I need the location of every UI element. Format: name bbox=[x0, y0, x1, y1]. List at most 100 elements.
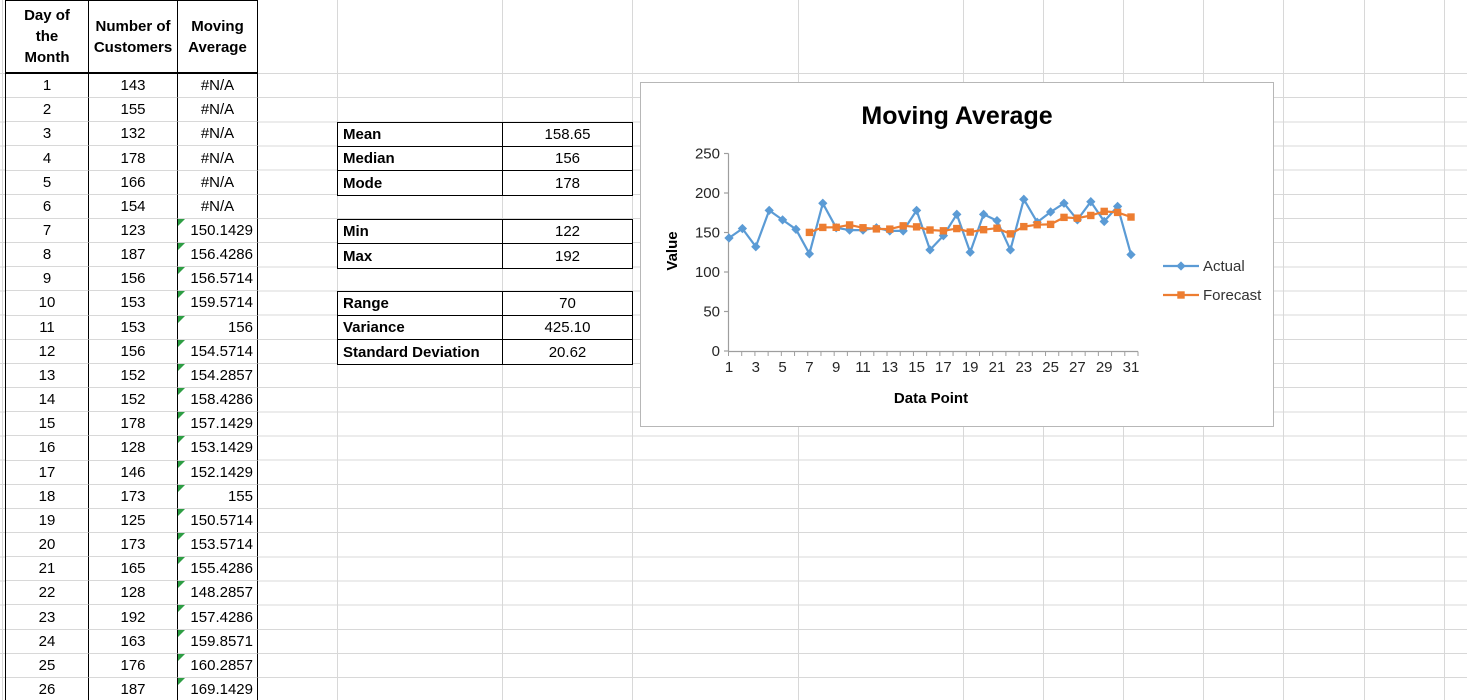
cell-customers[interactable]: 187 bbox=[89, 243, 178, 268]
cell-customers[interactable]: 156 bbox=[89, 267, 178, 292]
cell-day[interactable]: 6 bbox=[6, 194, 89, 219]
cell-day[interactable]: 8 bbox=[6, 243, 89, 268]
cell-customers[interactable]: 152 bbox=[89, 363, 178, 389]
column-header-day[interactable]: Day of the Month bbox=[6, 0, 89, 74]
stat-label[interactable]: Variance bbox=[338, 316, 503, 340]
stat-label[interactable]: Max bbox=[338, 244, 503, 269]
cell-customers[interactable]: 178 bbox=[89, 412, 178, 437]
legend-item-forecast[interactable]: Forecast bbox=[1163, 287, 1262, 304]
cell-moving-average[interactable]: 153.5714 bbox=[178, 532, 258, 558]
cell-customers[interactable]: 123 bbox=[89, 218, 178, 244]
cell-day[interactable]: 24 bbox=[6, 629, 89, 654]
column-header-customers[interactable]: Number of Customers bbox=[89, 0, 178, 74]
cell-moving-average[interactable]: #N/A bbox=[178, 74, 258, 99]
column-header-moving-average[interactable]: Moving Average bbox=[178, 0, 258, 74]
cell-day[interactable]: 3 bbox=[6, 122, 89, 147]
cell-moving-average[interactable]: #N/A bbox=[178, 194, 258, 219]
legend-item-actual[interactable]: Actual bbox=[1163, 258, 1245, 275]
cell-day[interactable]: 19 bbox=[6, 508, 89, 533]
stat-value[interactable]: 425.10 bbox=[544, 319, 591, 337]
cell-customers[interactable]: 146 bbox=[89, 460, 178, 485]
cell-day[interactable]: 21 bbox=[6, 557, 89, 582]
cell-customers[interactable]: 166 bbox=[89, 170, 178, 195]
cell-customers[interactable]: 152 bbox=[89, 388, 178, 413]
cell-customers[interactable]: 143 bbox=[89, 74, 178, 99]
cell-day[interactable]: 12 bbox=[6, 339, 89, 364]
cell-day[interactable]: 9 bbox=[6, 267, 89, 292]
cell-customers[interactable]: 165 bbox=[89, 557, 178, 582]
cell-customers[interactable]: 128 bbox=[89, 436, 178, 461]
stat-value[interactable]: 192 bbox=[554, 247, 581, 265]
stat-label[interactable]: Range bbox=[338, 292, 503, 316]
cell-moving-average[interactable]: 158.4286 bbox=[178, 388, 258, 413]
cell-day[interactable]: 7 bbox=[6, 218, 89, 244]
cell-customers[interactable]: 173 bbox=[89, 532, 178, 558]
stat-value[interactable]: 70 bbox=[559, 295, 576, 313]
cell-moving-average[interactable]: 155.4286 bbox=[178, 557, 258, 582]
stat-label[interactable]: Min bbox=[338, 220, 503, 244]
cell-moving-average[interactable]: 150.1429 bbox=[178, 218, 258, 244]
cell-day[interactable]: 13 bbox=[6, 363, 89, 389]
cell-moving-average[interactable]: 160.2857 bbox=[178, 653, 258, 678]
stat-label[interactable]: Median bbox=[338, 147, 503, 171]
cell-customers[interactable]: 154 bbox=[89, 194, 178, 219]
cell-customers[interactable]: 187 bbox=[89, 677, 178, 700]
cell-customers[interactable]: 125 bbox=[89, 508, 178, 533]
cell-moving-average[interactable]: 157.4286 bbox=[178, 605, 258, 630]
cell-day[interactable]: 25 bbox=[6, 653, 89, 678]
cell-moving-average[interactable]: 159.8571 bbox=[178, 629, 258, 654]
cell-day[interactable]: 2 bbox=[6, 98, 89, 123]
stat-label[interactable]: Standard Deviation bbox=[338, 340, 503, 365]
cell-day[interactable]: 17 bbox=[6, 460, 89, 485]
cell-customers[interactable]: 178 bbox=[89, 146, 178, 171]
cell-day[interactable]: 18 bbox=[6, 484, 89, 509]
cell-moving-average[interactable]: 169.1429 bbox=[178, 677, 258, 700]
cell-moving-average[interactable]: 159.5714 bbox=[178, 291, 258, 316]
cell-moving-average[interactable]: 156.4286 bbox=[178, 243, 258, 268]
cell-day[interactable]: 15 bbox=[6, 412, 89, 437]
cell-day[interactable]: 26 bbox=[6, 677, 89, 700]
cell-moving-average[interactable]: 154.2857 bbox=[178, 363, 258, 389]
stat-value[interactable]: 158.65 bbox=[544, 126, 591, 144]
cell-moving-average[interactable]: 154.5714 bbox=[178, 339, 258, 364]
stat-value[interactable]: 156 bbox=[554, 150, 581, 168]
cell-customers[interactable]: 173 bbox=[89, 484, 178, 509]
cell-moving-average[interactable]: 152.1429 bbox=[178, 460, 258, 485]
cell-moving-average[interactable]: #N/A bbox=[178, 146, 258, 171]
stat-value[interactable]: 20.62 bbox=[548, 343, 587, 361]
cell-moving-average[interactable]: #N/A bbox=[178, 98, 258, 123]
cell-customers[interactable]: 192 bbox=[89, 605, 178, 630]
cell-moving-average[interactable]: 153.1429 bbox=[178, 436, 258, 461]
cell-moving-average[interactable]: 150.5714 bbox=[178, 508, 258, 533]
cell-day[interactable]: 16 bbox=[6, 436, 89, 461]
cell-day[interactable]: 14 bbox=[6, 388, 89, 413]
cell-day[interactable]: 23 bbox=[6, 605, 89, 630]
stat-label[interactable]: Mean bbox=[338, 123, 503, 147]
cell-moving-average[interactable]: 157.1429 bbox=[178, 412, 258, 437]
stat-label[interactable]: Mode bbox=[338, 171, 503, 196]
cell-customers[interactable]: 153 bbox=[89, 315, 178, 340]
cell-moving-average[interactable]: #N/A bbox=[178, 122, 258, 147]
cell-customers[interactable]: 128 bbox=[89, 581, 178, 606]
series-forecast[interactable] bbox=[805, 207, 1135, 238]
cell-customers[interactable]: 163 bbox=[89, 629, 178, 654]
cell-day[interactable]: 22 bbox=[6, 581, 89, 606]
cell-customers[interactable]: 176 bbox=[89, 653, 178, 678]
moving-average-chart[interactable]: Moving Average 0 50 100 150 200 250 1 3 5 7 9 11 13 15… bbox=[640, 82, 1274, 427]
stat-value[interactable]: 178 bbox=[554, 174, 581, 192]
cell-day[interactable]: 20 bbox=[6, 532, 89, 558]
cell-customers[interactable]: 153 bbox=[89, 291, 178, 316]
cell-moving-average[interactable]: 156 bbox=[178, 315, 258, 340]
cell-moving-average[interactable]: 155 bbox=[178, 484, 258, 509]
cell-day[interactable]: 4 bbox=[6, 146, 89, 171]
cell-day[interactable]: 5 bbox=[6, 170, 89, 195]
stat-value[interactable]: 122 bbox=[554, 223, 581, 241]
cell-moving-average[interactable]: 156.5714 bbox=[178, 267, 258, 292]
cell-customers[interactable]: 156 bbox=[89, 339, 178, 364]
cell-day[interactable]: 11 bbox=[6, 315, 89, 340]
cell-day[interactable]: 1 bbox=[6, 74, 89, 99]
cell-customers[interactable]: 132 bbox=[89, 122, 178, 147]
cell-customers[interactable]: 155 bbox=[89, 98, 178, 123]
cell-day[interactable]: 10 bbox=[6, 291, 89, 316]
cell-moving-average[interactable]: 148.2857 bbox=[178, 581, 258, 606]
